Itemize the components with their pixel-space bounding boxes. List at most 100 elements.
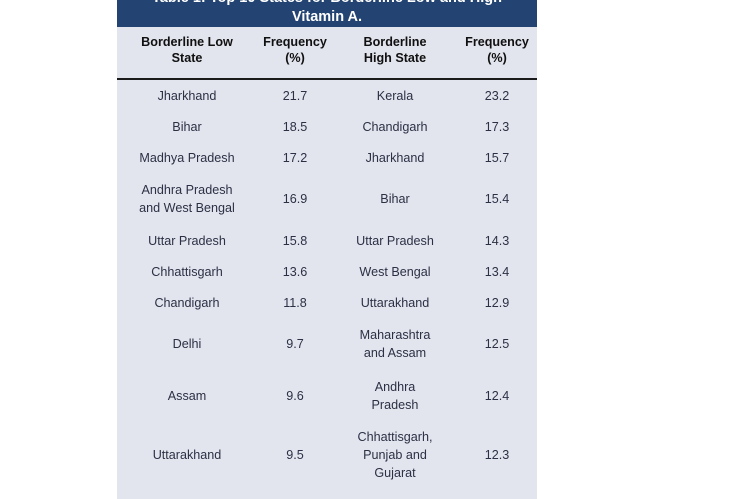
cell-line: 14.3 [484,233,510,248]
cell-high-frequency-text: 14.3 [459,232,535,250]
cell-low-frequency: 16.9 [257,173,333,225]
cell-borderline-low-state: Andhra Pradesh and West Bengal [117,173,257,225]
cell-line: 9.6 [286,389,304,403]
cell-borderline-low-state: Assam [117,370,257,422]
cell-borderline-high-state-text: Bihar [335,190,455,208]
cell-borderline-high-state-text: Chandigarh [335,118,455,136]
cell-borderline-low-state-text: Jharkhand [119,87,255,105]
cell-high-frequency: 15.4 [457,173,537,225]
cell-line: 13.4 [484,264,510,279]
table-title-line-1: Table 1: Top 10 States for Borderline Lo… [131,0,523,8]
cell-low-frequency-text: 9.5 [259,446,331,464]
cell-borderline-low-state: Madhya Pradesh [117,142,257,173]
cell-low-frequency: 9.5 [257,422,333,487]
column-header-line: High State [363,51,427,65]
cell-line: Jharkhand [157,88,217,103]
table-title-line-2: Vitamin A. [291,9,363,25]
cell-line: 13.6 [282,264,308,279]
cell-borderline-low-state: Uttarakhand [117,422,257,487]
cell-low-frequency-text: 9.7 [259,335,331,353]
cell-low-frequency-text: 13.6 [259,263,331,281]
data-table: Table 1: Top 10 States for Borderline Lo… [117,0,537,499]
cell-high-frequency: 12.3 [457,422,537,487]
cell-low-frequency: 11.8 [257,287,333,318]
cell-line: Andhra [374,380,416,394]
cell-borderline-high-state-text: Kerala [335,87,455,105]
table-row: Andhra Pradesh and West Bengal 16.9 Bihar 15… [117,173,537,225]
cell-borderline-low-state-text: Chandigarh [119,294,255,312]
cell-high-frequency: 14.3 [457,225,537,256]
cell-line: Assam [167,389,207,403]
cell-line: 9.7 [286,337,304,351]
cell-line: 9.5 [286,447,304,462]
table-title: Table 1: Top 10 States for Borderline Lo… [117,0,537,27]
cell-high-frequency-text: 15.4 [459,190,535,208]
cell-line: Punjab and [363,447,427,462]
cell-low-frequency: 9.7 [257,318,333,370]
cell-high-frequency: 23.2 [457,80,537,111]
cell-low-frequency-text: 21.7 [259,87,331,105]
cell-line: 12.4 [484,389,510,403]
cell-low-frequency-text: 16.9 [259,190,331,208]
column-header-borderline-low-state: Borderline Low State [117,34,257,66]
table-row: Uttar Pradesh 15.8 Uttar Pradesh 14.3 [117,225,537,256]
cell-borderline-low-state: Bihar [117,111,257,142]
cell-high-frequency-text: 17.3 [459,118,535,136]
cell-borderline-low-state-text: Uttar Pradesh [119,232,255,250]
cell-low-frequency-text: 11.8 [259,294,331,312]
cell-high-frequency-text: 15.7 [459,149,535,167]
cell-borderline-high-state: Jharkhand [333,142,457,173]
cell-borderline-low-state-text: Bihar [119,118,255,136]
column-header-line: Frequency [465,35,529,49]
cell-line: 15.8 [282,233,308,248]
table-row: Chandigarh 11.8 Uttarakhand 12.9 [117,287,537,318]
cell-line: Chandigarh [154,295,220,310]
table-row: Chhattisgarh 13.6 West Bengal 13.4 [117,256,537,287]
cell-line: Chhattisgarh [151,264,223,279]
cell-borderline-low-state: Delhi [117,318,257,370]
column-header-borderline-high-state: Borderline High State [333,34,457,66]
cell-line: West Bengal [359,264,431,279]
cell-line: 21.7 [282,88,308,103]
cell-high-frequency: 17.3 [457,111,537,142]
column-header-high-frequency: Frequency (%) [457,34,537,66]
cell-high-frequency-text: 23.2 [459,87,535,105]
cell-line: 15.4 [484,192,510,206]
cell-low-frequency-text: 15.8 [259,232,331,250]
cell-borderline-low-state-text: Uttarakhand [119,446,255,464]
cell-low-frequency-text: 17.2 [259,149,331,167]
cell-borderline-high-state: Chhattisgarh, Punjab and Gujarat [333,422,457,487]
cell-low-frequency-text: 9.6 [259,387,331,405]
cell-line: 12.5 [484,337,510,351]
cell-line: 12.9 [484,295,510,310]
cell-line: Kerala [376,88,414,103]
cell-line: 23.2 [484,88,510,103]
cell-low-frequency: 18.5 [257,111,333,142]
cell-line: 16.9 [282,192,308,206]
cell-borderline-low-state-text: Delhi [119,335,255,353]
table-row: Assam 9.6 Andhra Pradesh 12.4 [117,370,537,422]
cell-line: Delhi [172,337,202,351]
cell-low-frequency: 15.8 [257,225,333,256]
cell-line: 18.5 [282,119,308,134]
cell-low-frequency-text: 18.5 [259,118,331,136]
cell-borderline-high-state: Uttarakhand [333,287,457,318]
cell-borderline-low-state-text: Madhya Pradesh [119,149,255,167]
cell-line: Uttar Pradesh [356,233,434,248]
cell-line: 12.3 [484,447,510,462]
cell-borderline-high-state-text: Jharkhand [335,149,455,167]
cell-line: Uttar Pradesh [148,233,226,248]
cell-high-frequency-text: 12.9 [459,294,535,312]
cell-borderline-high-state: Maharashtra and Assam [333,318,457,370]
column-header-line: State [171,51,203,65]
column-header-line: Borderline [363,35,427,49]
cell-borderline-low-state-text: Chhattisgarh [119,263,255,281]
column-header-low-frequency: Frequency (%) [257,34,333,66]
cell-low-frequency: 13.6 [257,256,333,287]
table-row: Delhi 9.7 Maharashtra and Assam 12.5 [117,318,537,370]
cell-borderline-high-state: Andhra Pradesh [333,370,457,422]
cell-borderline-low-state: Chhattisgarh [117,256,257,287]
cell-borderline-low-state-text: Andhra Pradesh and West Bengal [119,181,255,217]
cell-line: Chandigarh [362,119,428,134]
table-body: Jharkhand 21.7 Kerala 23.2 Bihar 18.5 Chandiga… [117,80,537,487]
